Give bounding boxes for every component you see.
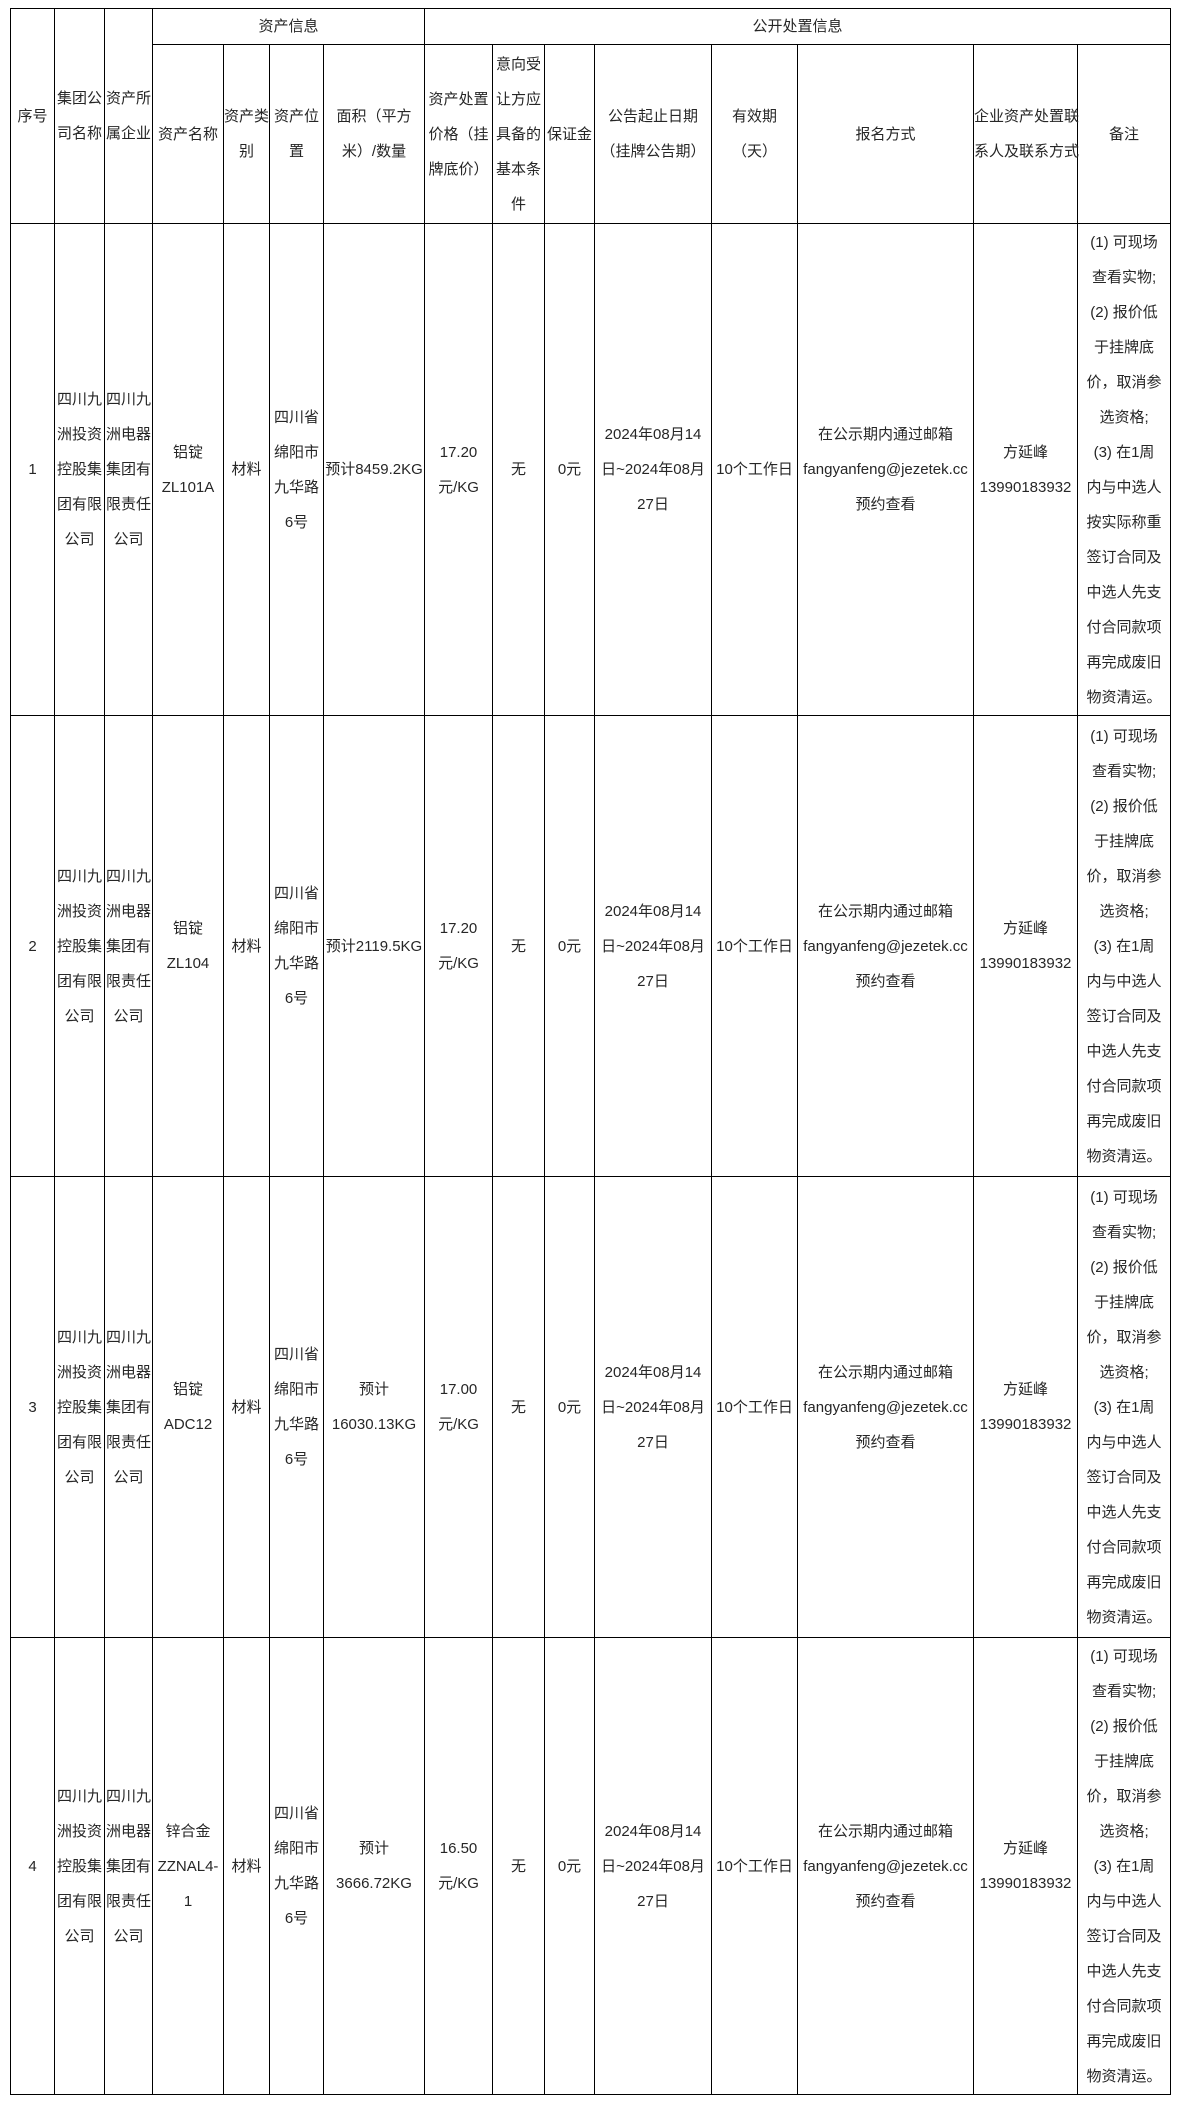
cell-group-company: 四川九 洲投资 控股集 团有限 公司 <box>54 1176 105 1638</box>
cell-price: 17.00 元/KG <box>424 1176 494 1638</box>
header-contact: 企业资产处置联 系人及联系方式 <box>973 44 1079 224</box>
cell-contact: 方延峰 13990183932 <box>973 223 1079 716</box>
cell-seq: 3 <box>10 1176 55 1638</box>
cell-asset-name: 铝锭 ZL104 <box>152 715 224 1177</box>
cell-validity: 10个工作日 <box>711 1176 799 1638</box>
cell-price: 17.20 元/KG <box>424 223 494 716</box>
cell-asset-type: 材料 <box>223 223 270 716</box>
header-asset-info-group: 资产信息 <box>151 8 426 45</box>
cell-group-company: 四川九 洲投资 控股集 团有限 公司 <box>54 223 105 716</box>
cell-contact: 方延峰 13990183932 <box>973 1176 1079 1638</box>
header-quantity: 面积（平方 米）/数量 <box>322 44 426 224</box>
header-notice-period: 公告起止日期 （挂牌公告期） <box>594 44 713 224</box>
cell-price: 16.50 元/KG <box>424 1637 494 2095</box>
cell-contact: 方延峰 13990183932 <box>973 1637 1079 2095</box>
header-remark: 备注 <box>1077 44 1172 224</box>
cell-seq: 1 <box>10 223 55 716</box>
cell-conditions: 无 <box>492 715 546 1177</box>
cell-notice-period: 2024年08月14 日~2024年08月 27日 <box>594 715 713 1177</box>
cell-conditions: 无 <box>492 1176 546 1638</box>
cell-deposit: 0元 <box>544 1637 596 2095</box>
cell-asset-location: 四川省 绵阳市 九华路 6号 <box>269 715 324 1177</box>
cell-quantity: 预计 3666.72KG <box>322 1637 426 2095</box>
cell-owner-company: 四川九 洲电器 集团有 限责任 公司 <box>104 715 153 1177</box>
cell-asset-name: 铝锭 ZL101A <box>152 223 224 716</box>
table-row: 1 四川九 洲投资 控股集 团有限 公司 四川九 洲电器 集团有 限责任 公司 … <box>10 223 1172 716</box>
cell-signup-method: 在公示期内通过邮箱 fangyanfeng@jezetek.cc 预约查看 <box>797 223 975 716</box>
cell-owner-company: 四川九 洲电器 集团有 限责任 公司 <box>104 1637 153 2095</box>
cell-group-company: 四川九 洲投资 控股集 团有限 公司 <box>54 1637 105 2095</box>
cell-seq: 2 <box>10 715 55 1177</box>
header-deposit: 保证金 <box>544 44 596 224</box>
cell-deposit: 0元 <box>544 715 596 1177</box>
cell-quantity: 预计8459.2KG <box>322 223 426 716</box>
cell-remark: (1) 可现场 查看实物; (2) 报价低 于挂牌底 价，取消参 选资格; (3… <box>1077 1637 1172 2095</box>
cell-validity: 10个工作日 <box>711 223 799 716</box>
cell-remark: (1) 可现场 查看实物; (2) 报价低 于挂牌底 价，取消参 选资格; (3… <box>1077 223 1172 716</box>
cell-remark: (1) 可现场 查看实物; (2) 报价低 于挂牌底 价，取消参 选资格; (3… <box>1077 1176 1172 1638</box>
asset-disposal-table: 序号 集团公 司名称 资产所 属企业 资产信息 公开处置信息 资产名称 资产类 … <box>10 8 1172 2095</box>
cell-owner-company: 四川九 洲电器 集团有 限责任 公司 <box>104 223 153 716</box>
cell-asset-type: 材料 <box>223 1637 270 2095</box>
header-signup-method: 报名方式 <box>797 44 975 224</box>
cell-asset-location: 四川省 绵阳市 九华路 6号 <box>269 1176 324 1638</box>
header-conditions: 意向受 让方应 具备的 基本条 件 <box>492 44 546 224</box>
cell-conditions: 无 <box>492 1637 546 2095</box>
asset-disposal-table-wrap: 序号 集团公 司名称 资产所 属企业 资产信息 公开处置信息 资产名称 资产类 … <box>10 8 1172 2095</box>
header-asset-location: 资产位 置 <box>269 44 324 224</box>
header-group-company: 集团公 司名称 <box>54 8 105 224</box>
table-row: 3 四川九 洲投资 控股集 团有限 公司 四川九 洲电器 集团有 限责任 公司 … <box>10 1176 1172 1638</box>
table-row: 4 四川九 洲投资 控股集 团有限 公司 四川九 洲电器 集团有 限责任 公司 … <box>10 1637 1172 2095</box>
cell-seq: 4 <box>10 1637 55 2095</box>
header-asset-type: 资产类 别 <box>223 44 270 224</box>
cell-asset-name: 铝锭 ADC12 <box>152 1176 224 1638</box>
cell-remark: (1) 可现场 查看实物; (2) 报价低 于挂牌底 价，取消参 选资格; (3… <box>1077 715 1172 1177</box>
cell-asset-location: 四川省 绵阳市 九华路 6号 <box>269 223 324 716</box>
cell-signup-method: 在公示期内通过邮箱 fangyanfeng@jezetek.cc 预约查看 <box>797 1176 975 1638</box>
cell-notice-period: 2024年08月14 日~2024年08月 27日 <box>594 1176 713 1638</box>
header-asset-name: 资产名称 <box>152 44 224 224</box>
cell-notice-period: 2024年08月14 日~2024年08月 27日 <box>594 1637 713 2095</box>
table-row: 2 四川九 洲投资 控股集 团有限 公司 四川九 洲电器 集团有 限责任 公司 … <box>10 715 1172 1177</box>
cell-owner-company: 四川九 洲电器 集团有 限责任 公司 <box>104 1176 153 1638</box>
cell-quantity: 预计2119.5KG <box>322 715 426 1177</box>
cell-deposit: 0元 <box>544 223 596 716</box>
cell-validity: 10个工作日 <box>711 1637 799 2095</box>
cell-asset-location: 四川省 绵阳市 九华路 6号 <box>269 1637 324 2095</box>
cell-notice-period: 2024年08月14 日~2024年08月 27日 <box>594 223 713 716</box>
header-price: 资产处置 价格（挂 牌底价） <box>424 44 494 224</box>
header-disposal-info-group: 公开处置信息 <box>424 8 1172 45</box>
cell-asset-name: 锌合金 ZZNAL4- 1 <box>152 1637 224 2095</box>
cell-signup-method: 在公示期内通过邮箱 fangyanfeng@jezetek.cc 预约查看 <box>797 1637 975 2095</box>
cell-group-company: 四川九 洲投资 控股集 团有限 公司 <box>54 715 105 1177</box>
cell-asset-type: 材料 <box>223 1176 270 1638</box>
cell-price: 17.20 元/KG <box>424 715 494 1177</box>
header-validity: 有效期 （天） <box>711 44 799 224</box>
cell-validity: 10个工作日 <box>711 715 799 1177</box>
cell-conditions: 无 <box>492 223 546 716</box>
header-seq: 序号 <box>10 8 55 224</box>
header-owner-company: 资产所 属企业 <box>104 8 153 224</box>
cell-deposit: 0元 <box>544 1176 596 1638</box>
cell-quantity: 预计 16030.13KG <box>322 1176 426 1638</box>
cell-asset-type: 材料 <box>223 715 270 1177</box>
cell-contact: 方延峰 13990183932 <box>973 715 1079 1177</box>
cell-signup-method: 在公示期内通过邮箱 fangyanfeng@jezetek.cc 预约查看 <box>797 715 975 1177</box>
